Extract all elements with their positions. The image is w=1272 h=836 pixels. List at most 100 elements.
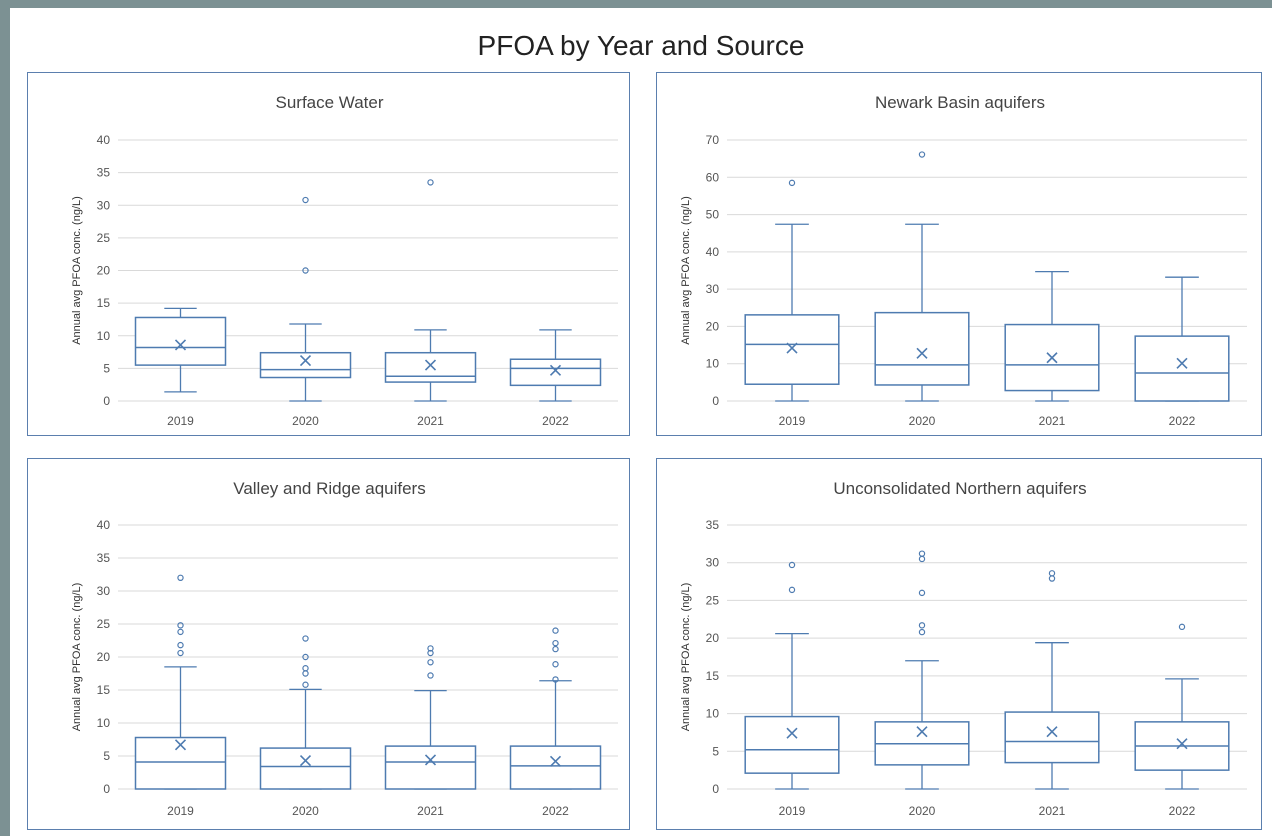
mean-marker: [424, 359, 437, 371]
panel-unconsolidated-northern: Unconsolidated Northern aquifers 0 5 10 15 20…: [656, 458, 1262, 830]
outlier-point: [427, 645, 434, 652]
outlier-point: [302, 665, 309, 672]
y-tick-label: 30: [97, 198, 111, 212]
y-tick-label: 15: [706, 669, 720, 683]
box-2021: [384, 645, 477, 790]
y-tick-label: 30: [706, 556, 720, 570]
x-tick-label: 2019: [167, 414, 194, 428]
x-tick-label: 2022: [1169, 414, 1196, 428]
outlier-point: [788, 586, 796, 594]
mean-marker: [916, 726, 928, 738]
x-tick-label: 2021: [417, 804, 444, 818]
y-tick-label: 15: [97, 296, 111, 310]
box-iqr: [1134, 335, 1230, 402]
mean-marker: [1046, 352, 1058, 364]
outlier-point: [918, 550, 926, 557]
outlier-point: [302, 670, 309, 677]
outlier-point: [177, 649, 184, 657]
mean-marker: [549, 364, 562, 376]
y-tick-label: 10: [706, 357, 720, 371]
chart-title: Newark Basin aquifers: [875, 93, 1045, 112]
chart-title: Unconsolidated Northern aquifers: [833, 479, 1086, 498]
outlier-point: [177, 622, 184, 629]
y-tick-label: 30: [97, 584, 111, 598]
outlier-point: [302, 267, 309, 274]
chart-title: Surface Water: [275, 93, 383, 112]
outlier-point: [918, 589, 926, 597]
box-2019: [744, 561, 840, 790]
x-tick-label: 2019: [167, 804, 194, 818]
outlier-point: [1048, 575, 1056, 582]
y-tick-label: 35: [97, 166, 111, 180]
outlier-point: [302, 196, 309, 204]
box-2020: [259, 196, 352, 402]
mean-marker: [916, 347, 928, 359]
mean-marker: [786, 727, 798, 739]
figure-frame: PFOA by Year and Source Surface Water 0 5 1…: [10, 8, 1272, 836]
y-tick-label: 20: [706, 631, 720, 645]
box-iqr: [134, 736, 227, 790]
box-2019: [134, 307, 227, 393]
mean-marker: [1046, 726, 1058, 738]
figure-title: PFOA by Year and Source: [477, 30, 805, 61]
box-2021: [1004, 270, 1100, 402]
x-tick-label: 2019: [779, 804, 806, 818]
box-2020: [874, 550, 970, 790]
y-tick-label: 50: [706, 208, 720, 222]
box-2022: [509, 329, 602, 402]
outlier-point: [1048, 570, 1056, 577]
y-tick-label: 10: [97, 716, 111, 730]
outlier-point: [918, 555, 926, 563]
outlier-point: [427, 179, 434, 186]
y-axis-label: Annual avg PFOA conc. (ng/L): [680, 196, 692, 345]
y-tick-label: 20: [97, 650, 111, 664]
outlier-point: [302, 635, 309, 642]
mean-marker: [549, 755, 562, 767]
box-iqr: [1004, 323, 1100, 392]
box-2019: [744, 179, 840, 402]
mean-marker: [786, 342, 798, 354]
y-axis-label: Annual avg PFOA conc. (ng/L): [71, 583, 83, 732]
box-iqr: [384, 351, 477, 383]
y-tick-label: 0: [712, 394, 719, 408]
panel-surface-water: Surface Water 0 5 10 15 20 25 30 35 40 Annual avg …: [27, 72, 630, 436]
box-iqr: [874, 311, 970, 386]
y-axis-label: Annual avg PFOA conc. (ng/L): [71, 196, 83, 345]
mean-marker: [174, 339, 187, 351]
y-tick-label: 60: [706, 170, 720, 184]
box-2020: [259, 635, 352, 790]
x-tick-label: 2020: [909, 414, 936, 428]
x-tick-label: 2020: [292, 414, 319, 428]
box-2019: [134, 574, 227, 790]
box-iqr: [259, 747, 352, 790]
x-tick-label: 2022: [1169, 804, 1196, 818]
outlier-point: [1178, 623, 1186, 631]
mean-marker: [299, 755, 312, 767]
outlier-point: [177, 641, 184, 649]
outlier-point: [177, 628, 184, 636]
outlier-point: [552, 627, 559, 634]
y-tick-label: 35: [97, 551, 111, 565]
box-iqr: [259, 351, 352, 379]
x-tick-label: 2021: [1039, 804, 1066, 818]
x-tick-label: 2021: [1039, 414, 1066, 428]
panel-valley-ridge: Valley and Ridge aquifers 0 5 10 15 20 25 30 35 4…: [27, 458, 630, 830]
outlier-point: [552, 645, 559, 653]
outlier-point: [552, 639, 559, 647]
y-tick-label: 20: [706, 319, 720, 333]
mean-marker: [174, 739, 187, 751]
box-2022: [1134, 623, 1230, 790]
box-iqr: [134, 316, 227, 366]
y-tick-label: 5: [712, 744, 719, 758]
outlier-point: [552, 676, 559, 683]
box-2021: [1004, 570, 1100, 790]
y-tick-label: 25: [706, 593, 720, 607]
y-tick-label: 0: [103, 782, 110, 796]
y-tick-label: 15: [97, 683, 111, 697]
outlier-point: [918, 622, 926, 629]
x-tick-label: 2020: [292, 804, 319, 818]
x-tick-label: 2022: [542, 414, 569, 428]
panel-newark-basin: Newark Basin aquifers 0 10 20 30 40 50 60 70 Annu…: [656, 72, 1262, 436]
outlier-point: [918, 151, 926, 158]
x-tick-label: 2019: [779, 414, 806, 428]
